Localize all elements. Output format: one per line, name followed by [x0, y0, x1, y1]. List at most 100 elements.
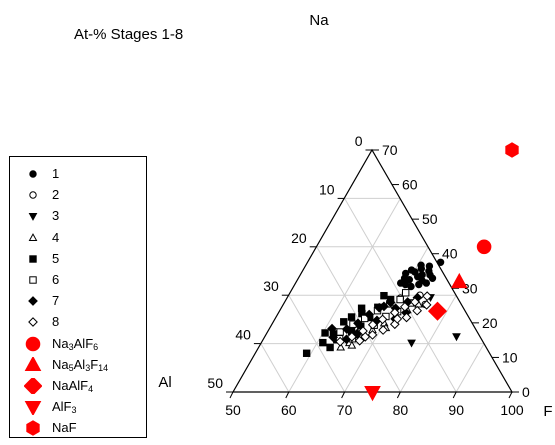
legend-marker — [24, 378, 42, 394]
grid-line — [399, 294, 457, 393]
tick-label-na: 70 — [382, 142, 398, 158]
legend-label: Na5Al3F14 — [52, 356, 109, 373]
data-point — [347, 313, 356, 321]
legend-item: NaAlF4 — [10, 375, 146, 397]
legend-item: 7 — [10, 290, 146, 312]
axis-label-al: Al — [158, 374, 171, 391]
triangle-outline — [231, 148, 514, 393]
tick-label-al: 50 — [207, 375, 223, 391]
data-point — [505, 142, 519, 158]
data-point — [354, 335, 365, 346]
data-point — [360, 331, 371, 342]
legend-symbol — [28, 213, 38, 222]
data-point — [422, 291, 433, 302]
legend-label: Na3AlF6 — [52, 335, 99, 352]
legend-marker — [29, 191, 37, 199]
tick-label-al: 10 — [319, 181, 335, 197]
legend-item: AlF3 — [10, 396, 146, 418]
tick-mark — [341, 391, 346, 399]
data-point — [378, 325, 388, 335]
data-point — [407, 339, 416, 348]
tick-label-f: 50 — [225, 402, 241, 418]
data-point — [392, 314, 403, 324]
data-point — [452, 333, 461, 342]
tick-mark — [508, 391, 513, 399]
legend-symbol — [24, 401, 42, 416]
data-point — [427, 301, 448, 321]
data-point — [302, 349, 311, 357]
legend-label: NaAlF4 — [52, 378, 94, 394]
data-point — [421, 300, 432, 310]
tick-mark — [396, 391, 401, 399]
legend-marker — [25, 336, 41, 351]
data-point — [412, 305, 423, 316]
data-point — [450, 272, 468, 289]
data-point — [377, 314, 388, 325]
grid-line — [288, 294, 346, 393]
data-point — [380, 291, 388, 300]
legend-item: 3 — [10, 205, 146, 227]
data-point — [410, 297, 420, 307]
legend-symbol — [24, 378, 42, 394]
tick-mark — [285, 391, 290, 399]
legend-symbol — [28, 317, 38, 328]
legend-label: 4 — [52, 229, 60, 245]
legend-symbol — [24, 356, 42, 371]
legend-label: 8 — [52, 314, 60, 330]
series-1 — [396, 258, 445, 291]
legend-item: 8 — [10, 311, 146, 333]
data-point — [402, 289, 410, 297]
legend-label: NaF — [52, 420, 77, 436]
legend-marker — [29, 255, 37, 263]
data-point — [476, 239, 492, 255]
data-point — [417, 261, 425, 269]
legend-symbol — [29, 170, 37, 178]
data-point — [401, 312, 412, 323]
tick-label-na: 60 — [402, 177, 418, 193]
legend: 1 2 3 4 5 6 7 8 Na3AlF6 Na5Al3F14 NaAlF4 AlF3 NaF — [9, 156, 147, 438]
data-point — [385, 297, 396, 308]
legend-symbol — [29, 276, 37, 284]
data-point — [360, 314, 369, 323]
legend-marker — [24, 356, 42, 371]
data-point — [399, 301, 410, 312]
data-point — [428, 274, 437, 282]
series-11 — [427, 301, 448, 321]
tick-label-al: 0 — [355, 133, 363, 149]
data-point — [347, 340, 357, 349]
series-10 — [450, 272, 468, 289]
tick-label-na: 10 — [502, 349, 518, 365]
data-point — [367, 330, 378, 340]
legend-item: 2 — [10, 184, 146, 206]
tick-label-al: 40 — [235, 327, 251, 343]
chart-title: At-% Stages 1-8 — [74, 26, 184, 43]
data-point — [346, 331, 357, 342]
triangle-frame — [231, 148, 514, 393]
legend-marker — [26, 420, 40, 437]
data-point — [353, 318, 363, 329]
legend-symbol — [29, 191, 37, 199]
data-point — [336, 328, 344, 336]
legend-item: 1 — [10, 163, 146, 185]
tick-mark — [229, 391, 234, 399]
tick-label-f: 80 — [393, 402, 409, 418]
tick-label-na: 50 — [422, 211, 438, 227]
grid-line — [455, 343, 485, 393]
grid-line — [260, 343, 290, 393]
legend-marker — [28, 213, 38, 222]
legend-item: 4 — [10, 227, 146, 249]
data-point — [340, 318, 348, 326]
tick-label-f: 100 — [500, 402, 524, 418]
legend-item: Na3AlF6 — [10, 333, 146, 355]
legend-symbol — [29, 255, 37, 263]
legend-symbol — [28, 232, 38, 241]
data-point — [335, 336, 346, 347]
legend-marker — [24, 401, 42, 416]
axis-label-f: F — [543, 403, 552, 420]
legend-label: AlF3 — [52, 399, 77, 416]
data-points — [302, 142, 519, 402]
data-point — [407, 282, 415, 291]
tick-label-na: 0 — [522, 384, 530, 400]
legend-marker — [28, 317, 38, 328]
